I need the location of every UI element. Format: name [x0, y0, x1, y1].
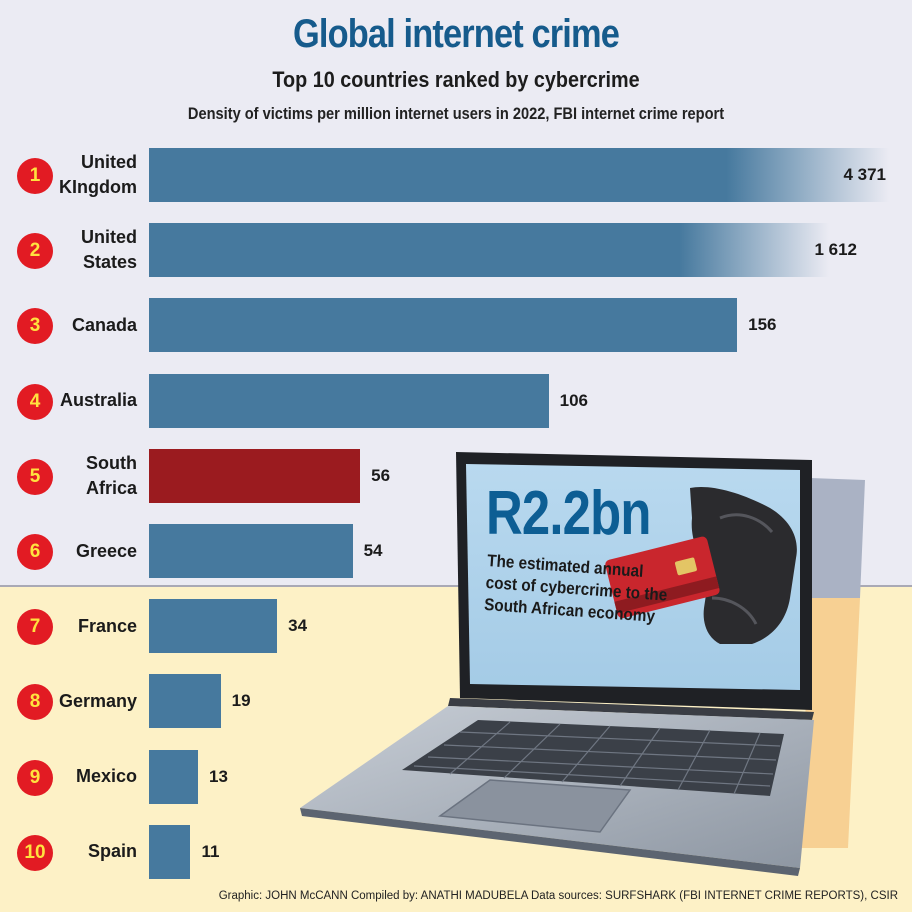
- gloved-hand-icon: [690, 486, 797, 644]
- value-label: 11: [201, 841, 220, 861]
- chart-description: Density of victims per million internet …: [187, 104, 725, 123]
- bar-row: 8 Germany 19: [0, 674, 912, 729]
- bar: [149, 674, 221, 729]
- rank-badge: 7: [17, 609, 53, 646]
- value-label: 156: [748, 315, 777, 335]
- laptop-shadow: [800, 598, 860, 848]
- bar: [149, 524, 353, 578]
- rank-badge: 8: [17, 684, 53, 721]
- bar: [149, 223, 829, 278]
- bar-row: 7 France 34: [0, 599, 912, 654]
- keyboard-keys: [413, 721, 781, 795]
- bar: [149, 373, 549, 428]
- bar: [149, 824, 191, 879]
- background-divider: [0, 585, 912, 587]
- bar-row: 4 Australia 106: [0, 373, 912, 428]
- country-label: Greece: [75, 540, 137, 561]
- screen-shadow: [810, 478, 865, 598]
- country-label: Australia: [59, 390, 137, 411]
- screen-headline: R2.2bn: [486, 479, 651, 548]
- value-label: 56: [371, 465, 391, 485]
- value-label: 34: [288, 616, 308, 636]
- bar-row: 6 Greece 54: [0, 524, 912, 578]
- keyboard: [402, 720, 784, 796]
- country-label: United KIngdom: [59, 152, 137, 197]
- rank-badge: 4: [17, 383, 53, 420]
- rank-badge: 2: [17, 233, 53, 270]
- country-label: Mexico: [75, 766, 137, 787]
- rank-badge: 10: [17, 834, 53, 871]
- bar-row: 1 United KIngdom 4 371: [0, 148, 912, 202]
- bar: [149, 298, 738, 353]
- trackpad: [437, 779, 632, 833]
- value-label: 13: [209, 766, 228, 786]
- value-label: 19: [231, 691, 251, 711]
- bar-highlight: [149, 448, 361, 503]
- rank-badge: 3: [17, 308, 53, 345]
- laptop-illustration: [300, 452, 865, 876]
- credits: Graphic: JOHN McCANN Compiled by: ANATHI…: [218, 890, 898, 902]
- country-label: Spain: [87, 841, 137, 862]
- country-label: France: [77, 615, 137, 636]
- laptop-base-edge: [300, 808, 800, 876]
- bar-row: 3 Canada 156: [0, 298, 912, 353]
- bar: [149, 599, 278, 654]
- chart-title: Global internet crime: [292, 12, 620, 56]
- credit-card-icon: [605, 536, 720, 619]
- rank-badge: 9: [17, 759, 53, 796]
- value-label: 54: [363, 541, 383, 560]
- value-label: 106: [559, 390, 588, 410]
- bar-row: 10 Spain 11: [0, 824, 912, 879]
- rank-badge: 1: [17, 158, 53, 194]
- bar: [149, 749, 198, 804]
- country-label: United States: [81, 227, 137, 273]
- rank-badge: 5: [17, 458, 53, 495]
- country-label: Germany: [58, 690, 137, 711]
- value-label: 1 612: [814, 240, 857, 260]
- laptop-hinge: [448, 698, 814, 720]
- bar-row: 5 South Africa 56: [0, 448, 912, 503]
- country-label: South Africa: [85, 452, 137, 498]
- country-label: Canada: [71, 314, 137, 335]
- chart-subtitle: Top 10 countries ranked by cybercrime: [272, 67, 640, 92]
- bar: [149, 148, 889, 202]
- bar-row: 9 Mexico 13: [0, 749, 912, 804]
- rank-badge: 6: [17, 534, 53, 570]
- screen-caption: The estimated annual cost of cybercrime …: [483, 550, 668, 626]
- bar-row: 2 United States 1 612: [0, 223, 912, 278]
- value-label: 4 371: [843, 165, 886, 184]
